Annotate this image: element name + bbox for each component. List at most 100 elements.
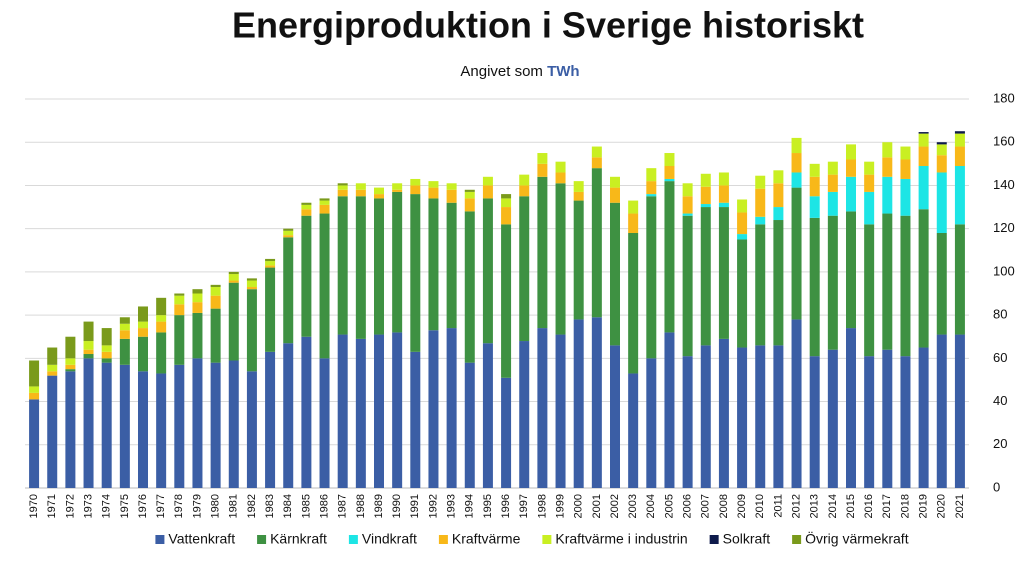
bar-segment [283,237,294,344]
bar-segment [628,232,639,374]
bar-segment [192,358,203,488]
bar-segment [228,280,239,283]
x-tick-label: 2004 [645,494,657,518]
x-tick-label: 1999 [554,494,566,518]
x-tick-label: 2005 [663,494,675,518]
bar-segment [827,349,838,488]
bar-segment [265,267,276,352]
bar-segment [864,356,875,488]
bar-segment [301,209,312,216]
legend: Vattenkraft Kärnkraft Vindkraft Kraftvärme K… [155,530,909,547]
bar-segment [47,364,58,372]
legend-label: Solkraft [723,531,771,547]
bar-segment [918,209,929,348]
bar-segment [700,173,711,187]
bar-segment [156,297,167,316]
bar-segment [319,213,330,359]
bar-segment [755,224,766,346]
bar-segment [210,308,221,363]
x-tick-label: 2006 [682,494,694,518]
bar-segment [319,200,330,205]
bar-segment [138,371,148,488]
bar-segment [246,280,257,288]
bar-segment [718,185,729,203]
bar-segment [501,207,512,225]
bar-segment [210,295,221,309]
legend-label: Vattenkraft [168,531,235,547]
bar-segment [846,211,856,329]
bar-segment [519,174,530,186]
bar-segment [355,189,366,197]
x-tick-label: 1990 [391,494,403,518]
bar-segment [537,153,548,164]
bar-segment [573,181,584,192]
x-tick-label: 2012 [790,494,802,518]
subtitle-text: Angivet som [460,63,543,80]
bar-segment [374,187,384,195]
bar-segment [700,186,711,205]
bar-segment [646,358,657,488]
bar-segment [192,289,203,294]
bar-segment [464,362,475,488]
y-tick-label: 160 [993,134,1015,149]
x-tick-label: 2003 [627,494,639,518]
bar-segment [954,165,965,225]
bar-segment [446,202,457,329]
y-tick-label: 20 [993,436,1007,451]
y-tick-label: 0 [993,479,1000,494]
bar-segment [319,358,330,488]
bar-segment [410,185,421,195]
unit: TWh [547,63,579,80]
bar-segment [138,328,148,337]
bar-segment [555,183,566,335]
x-tick-label: 2019 [918,494,930,518]
bar-segment [791,153,802,173]
bar-segment [228,360,239,488]
bar-segment [283,235,294,238]
bar-segment [464,191,475,199]
bar-segment [29,360,40,387]
y-tick-label: 140 [993,177,1015,192]
bar-segment [246,287,257,290]
bar-segment [482,198,493,344]
bar-segment [101,351,112,359]
bar-segment [864,191,875,225]
x-tick-label: 2007 [700,494,712,518]
bar-segment [809,196,820,218]
bar-segment [446,189,457,203]
bar-segment [101,345,112,352]
bar-segment [718,338,729,488]
bar-segment [246,371,257,488]
bar-segment [573,191,584,201]
bar-segment [65,336,76,359]
bar-segment [537,176,548,329]
legend-swatch [792,535,802,544]
x-tick-label: 2018 [899,494,911,518]
bar-segment [610,187,620,203]
bar-segment [555,334,566,488]
bar-segment [337,196,348,335]
x-tick-label: 2000 [573,494,585,518]
bar-segment [773,207,784,221]
bar-segment [174,293,185,296]
bar-segment [936,334,947,488]
bar-segment [174,315,185,365]
bar-segment [664,178,675,182]
bar-segment [791,319,802,488]
x-tick-label: 1971 [46,494,58,518]
bar-segment [700,207,711,346]
legend-swatch [709,535,719,544]
x-tick-label: 2001 [591,494,603,518]
bar-segment [83,354,94,359]
bar-segment [809,217,820,357]
bar-segment [428,187,439,199]
bar-segment [918,347,929,488]
bar-segment [773,220,784,346]
bar-segment [864,161,875,175]
bar-segment [773,183,784,208]
chart-subtitle: Angivet som TWh [460,63,579,80]
bar-segment [283,343,294,488]
x-tick-label: 1973 [82,494,94,518]
bar-segment [319,204,330,214]
